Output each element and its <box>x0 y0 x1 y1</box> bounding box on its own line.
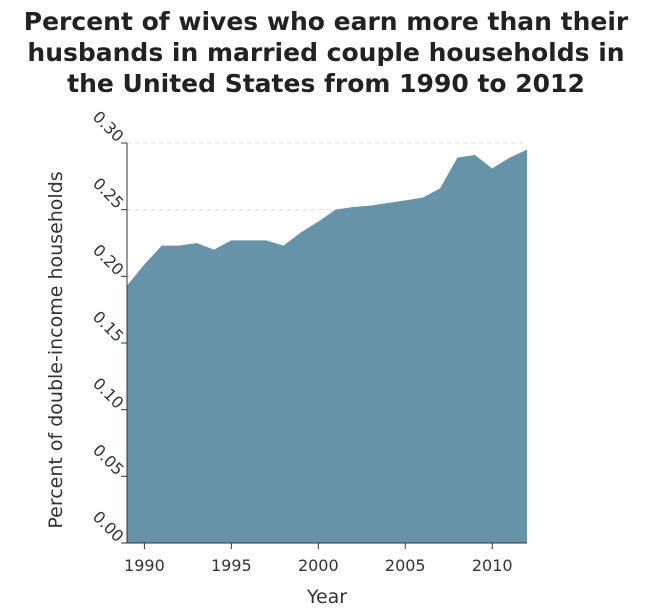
x-tick-label: 2005 <box>385 556 426 575</box>
x-tick-label: 1995 <box>211 556 252 575</box>
y-tick-label: 0.00 <box>89 507 128 546</box>
x-tick-label: 2000 <box>298 556 339 575</box>
y-tick-label: 0.30 <box>89 107 128 146</box>
y-tick-label: 0.15 <box>89 307 128 346</box>
x-tick-label: 1990 <box>124 556 165 575</box>
x-tick-label: 2010 <box>472 556 513 575</box>
area-layer <box>127 150 527 543</box>
area-series <box>127 150 527 543</box>
x-axis-ticks: 1990 1995 2000 2005 2010 <box>124 543 513 575</box>
y-axis-label: Percent of double-income households <box>45 171 67 528</box>
y-tick-label: 0.25 <box>89 174 128 213</box>
y-tick-label: 0.20 <box>89 241 128 280</box>
x-axis-label: Year <box>306 586 347 608</box>
y-tick-label: 0.10 <box>89 374 128 413</box>
y-axis-ticks: 0.00 0.05 0.10 0.15 0.20 0.25 0.30 <box>89 107 128 546</box>
y-tick-label: 0.05 <box>89 441 128 480</box>
